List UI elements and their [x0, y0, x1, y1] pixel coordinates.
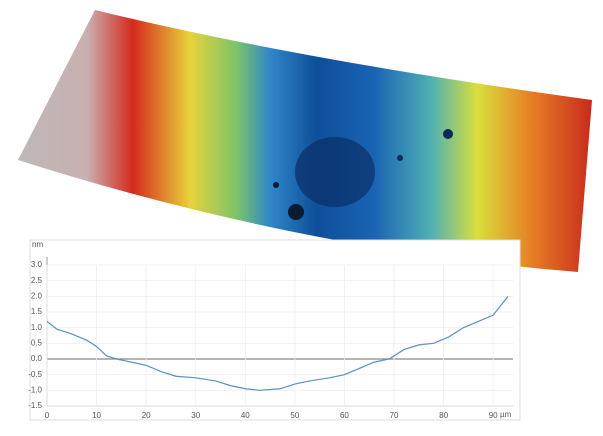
x-tick-label: 90 — [489, 411, 498, 420]
y-tick-label: 1.5 — [31, 307, 43, 316]
x-tick-label: 20 — [142, 411, 151, 420]
chart-panel — [29, 239, 521, 421]
y-tick-label: 2.5 — [31, 276, 43, 285]
x-tick-label: 30 — [191, 411, 200, 420]
y-tick-label: 2.0 — [31, 291, 43, 300]
surface-image — [18, 10, 592, 272]
x-tick-label: 40 — [241, 411, 250, 420]
x-tick-label: 50 — [290, 411, 299, 420]
y-tick-label: -0.5 — [28, 370, 42, 379]
y-tick-label: 3.0 — [31, 260, 43, 269]
x-tick-label: 10 — [92, 411, 101, 420]
x-tick-label: 0 — [45, 411, 50, 420]
y-tick-label: 0.5 — [31, 338, 43, 347]
x-axis-label: µm — [500, 410, 512, 419]
y-tick-label: 0.0 — [31, 354, 43, 363]
x-tick-label: 60 — [340, 411, 349, 420]
profile-line — [46, 295, 509, 391]
y-tick-label: -1.0 — [28, 385, 42, 394]
x-tick-label: 70 — [390, 411, 399, 420]
y-axis-label: nm — [32, 240, 43, 249]
y-tick-label: -1.5 — [28, 401, 42, 410]
y-tick-label: 1.0 — [31, 323, 43, 332]
x-tick-label: 80 — [439, 411, 448, 420]
